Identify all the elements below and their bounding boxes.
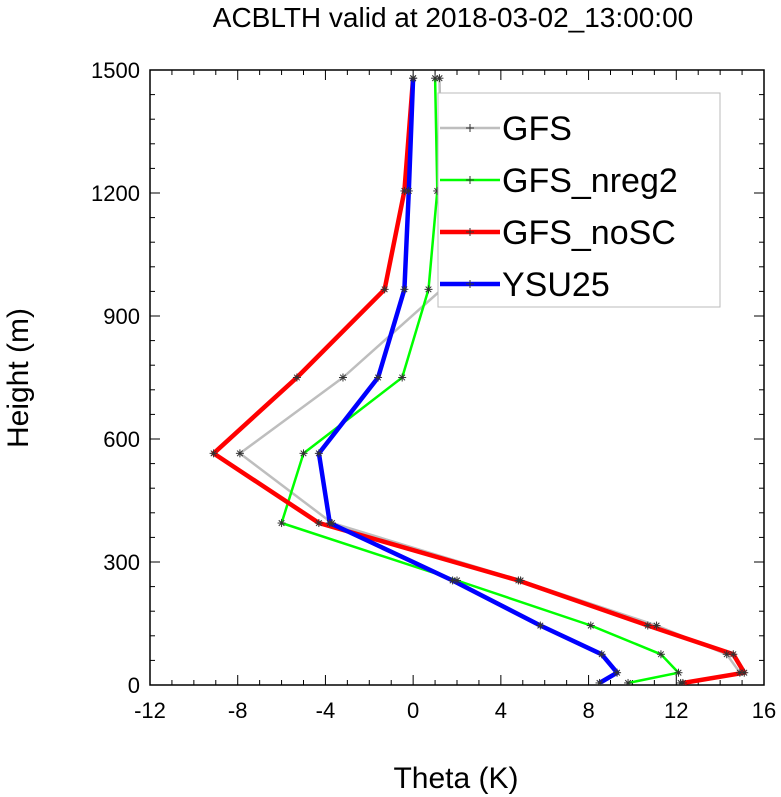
x-tick-label: -8 [228, 698, 248, 723]
data-point [409, 74, 418, 83]
data-point [656, 650, 665, 659]
data-point [277, 519, 286, 528]
data-point [448, 576, 457, 585]
data-point [729, 650, 738, 659]
data-point [338, 373, 347, 382]
data-point [586, 621, 595, 630]
data-point [400, 285, 409, 294]
x-tick-label: 0 [407, 698, 419, 723]
x-tick-label: 12 [664, 698, 688, 723]
x-tick-label: -4 [316, 698, 336, 723]
data-point [514, 576, 523, 585]
legend: GFS GFS_nreg2 GFS_noSC YSU25 [437, 92, 721, 308]
legend-label: GFS_nreg2 [502, 162, 678, 200]
data-point [380, 285, 389, 294]
legend-label: YSU25 [502, 266, 610, 304]
data-point [209, 449, 218, 458]
x-axis-label: Theta (K) [393, 762, 518, 795]
data-point [722, 650, 731, 659]
x-tick-label: 8 [582, 698, 594, 723]
data-point [643, 621, 652, 630]
y-tick-label: 300 [103, 550, 140, 575]
data-point [674, 668, 683, 677]
data-point [424, 285, 433, 294]
y-axis-label: Height (m) [2, 308, 35, 448]
data-point [235, 449, 244, 458]
x-tick-label: 4 [495, 698, 507, 723]
data-point [299, 449, 308, 458]
y-tick-label: 1500 [91, 58, 140, 83]
data-point [595, 678, 604, 685]
legend-marker [466, 124, 474, 132]
y-tick-label: 0 [128, 673, 140, 698]
y-tick-label: 600 [103, 427, 140, 452]
data-point [624, 678, 633, 685]
data-point [431, 74, 440, 83]
axis-ticks: -12 -8 -4 0 4 8 12 16 0 300 600 900 1200 1500 [91, 58, 776, 723]
data-point [678, 678, 687, 685]
x-tick-label: -12 [134, 698, 166, 723]
data-point [314, 519, 323, 528]
data-point [314, 449, 323, 458]
data-point [597, 650, 606, 659]
data-point [652, 621, 661, 630]
x-tick-label: 16 [752, 698, 776, 723]
data-point [374, 373, 383, 382]
data-point [292, 373, 301, 382]
data-point [325, 519, 334, 528]
data-point [613, 668, 622, 677]
data-point [404, 186, 413, 195]
y-tick-label: 1200 [91, 181, 140, 206]
data-point [398, 373, 407, 382]
chart-title: ACBLTH valid at 2018-03-02_13:00:00 [213, 2, 693, 33]
legend-label: GFS [502, 110, 572, 148]
data-point [740, 668, 749, 677]
legend-label: GFS_noSC [502, 214, 676, 252]
legend-marker [466, 280, 474, 288]
legend-marker [466, 228, 474, 236]
data-point [536, 621, 545, 630]
legend-marker [466, 176, 474, 184]
y-tick-label: 900 [103, 304, 140, 329]
